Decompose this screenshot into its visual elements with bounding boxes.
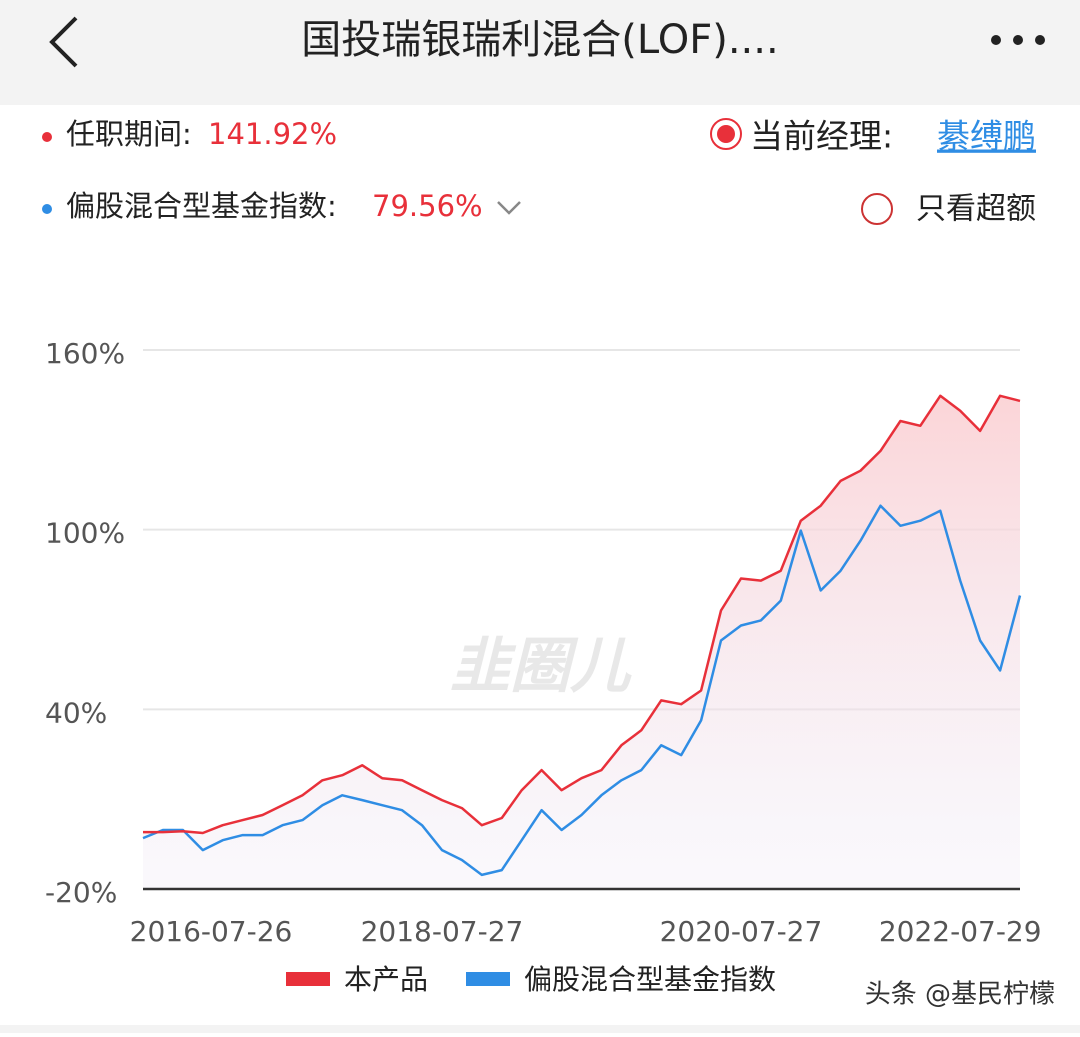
tenure-value: 141.92% [208,117,337,151]
back-button[interactable] [49,16,78,68]
x-tick-label: 2020-07-27 [660,915,823,948]
index-label: 偏股混合型基金指数: [66,189,337,223]
tenure-label: 任职期间: [66,117,192,151]
manager-link[interactable]: 綦缚鹏 [937,117,1036,156]
line-series [142,504,1022,877]
radio-unselected[interactable] [861,193,893,225]
y-tick-label: 40% [45,696,107,729]
legend-label: 本产品 [344,963,428,996]
y-tick-label: 100% [45,517,125,550]
watermark-logo: 韭圈儿 [450,632,632,702]
line-series [143,394,1021,835]
legend-label: 偏股混合型基金指数 [524,963,776,996]
header-bar [0,0,1080,105]
more-button[interactable] [991,35,1045,45]
x-tick-label: 2018-07-27 [361,915,524,948]
y-tick-label: 160% [45,337,125,370]
x-tick-label: 2022-07-29 [879,915,1042,948]
index-value: 79.56% [372,189,483,223]
bottom-bar [0,1025,1080,1033]
excess-toggle[interactable]: 只看超额 [916,192,1036,227]
radio-dot [717,125,735,143]
radio-selected[interactable] [710,118,742,150]
manager-label: 当前经理: [750,117,893,156]
legend-dot [42,204,52,214]
y-tick-label: -20% [45,876,117,909]
legend-swatch [286,972,330,986]
legend-swatch [466,972,510,986]
legend-dot [42,132,52,142]
plot: -20% 40% 100% 160% 2016-07-26 2018-07-27 2020-… [45,337,1042,996]
x-tick-label: 2016-07-26 [130,915,293,948]
dropdown-chevron[interactable] [497,201,521,215]
source-watermark: 头条 @基民柠檬 [865,980,1055,1010]
header-title: 国投瑞银瑞利混合(LOF).... [301,17,778,63]
